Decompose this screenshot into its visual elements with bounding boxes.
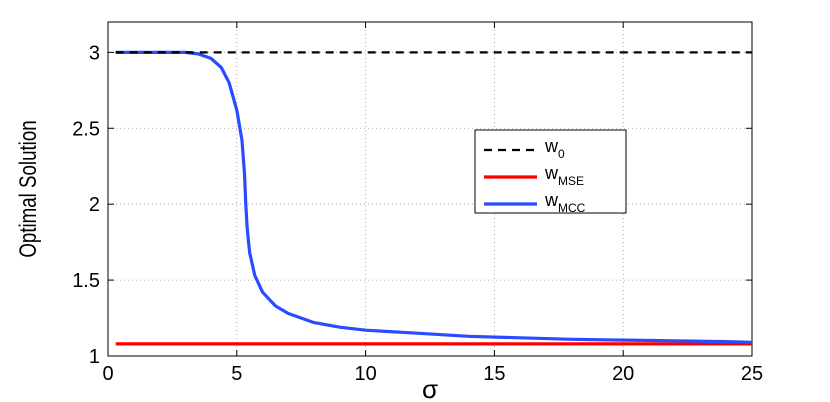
ticks: 0 5 10 15 20 25 1 1.5 2 2.5 3	[72, 22, 763, 385]
x-tick-label: 10	[354, 363, 376, 385]
legend-label-mcc: wMCC	[544, 190, 586, 215]
legend-box	[474, 129, 627, 214]
y-tick-label: 2	[89, 194, 100, 216]
legend-label-mse: wMSE	[544, 163, 584, 188]
grid	[108, 22, 752, 356]
x-tick-label: 5	[231, 363, 242, 385]
x-tick-label: 15	[483, 363, 505, 385]
y-axis-label: Optimal Solution	[15, 120, 42, 257]
x-axis-label: σ	[422, 374, 438, 402]
series-layer	[115, 50, 753, 346]
y-tick-label: 1	[89, 346, 100, 368]
legend-label-0: w0	[544, 136, 565, 161]
series-line-w-mcc	[115, 50, 753, 344]
x-tick-label: 25	[741, 363, 763, 385]
y-tick-label: 2.5	[72, 118, 100, 140]
plot-frame	[107, 21, 753, 357]
x-tick-label: 0	[102, 363, 113, 385]
y-tick-label: 3	[89, 42, 100, 64]
y-tick-label: 1.5	[72, 270, 100, 292]
x-tick-label: 20	[612, 363, 634, 385]
